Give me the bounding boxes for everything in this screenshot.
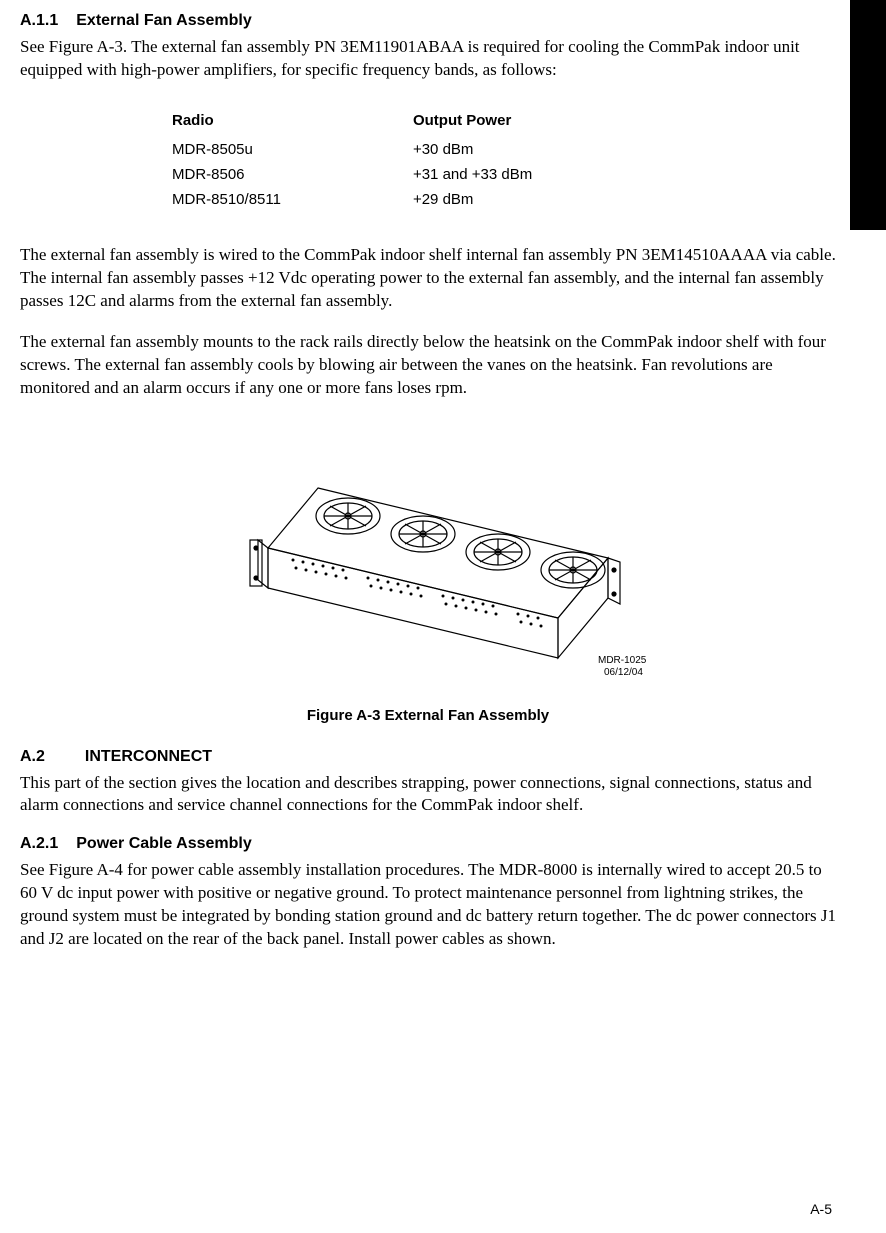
cell-radio: MDR-8505u — [172, 141, 411, 164]
para-after-table-1: The external fan assembly is wired to th… — [20, 244, 836, 313]
para-a21: See Figure A-4 for power cable assembly … — [20, 859, 836, 951]
table-row: MDR-8506 +31 and +33 dBm — [172, 166, 662, 189]
fan-assembly-diagram: MDR-1025 06/12/04 — [168, 418, 688, 698]
table-row: MDR-8510/8511 +29 dBm — [172, 191, 662, 214]
heading-a11-title: External Fan Assembly — [76, 12, 251, 29]
heading-a21-title: Power Cable Assembly — [76, 835, 251, 852]
side-tab-marker — [850, 0, 886, 230]
heading-a11: A.1.1 External Fan Assembly — [20, 12, 836, 30]
para-after-table-2: The external fan assembly mounts to the … — [20, 331, 836, 400]
figure-label-2: 06/12/04 — [604, 667, 643, 678]
heading-a2: A.2 INTERCONNECT — [20, 748, 836, 766]
cell-power: +31 and +33 dBm — [413, 166, 662, 189]
figure-a3-container: MDR-1025 06/12/04 Figure A-3 External Fa… — [20, 418, 836, 724]
heading-a2-title: INTERCONNECT — [85, 748, 212, 765]
col-header-power: Output Power — [413, 112, 662, 139]
heading-a2-number: A.2 — [20, 748, 45, 766]
cell-power: +29 dBm — [413, 191, 662, 214]
cell-power: +30 dBm — [413, 141, 662, 164]
cell-radio: MDR-8510/8511 — [172, 191, 411, 214]
heading-a21: A.2.1 Power Cable Assembly — [20, 835, 836, 853]
table-header-row: Radio Output Power — [172, 112, 662, 139]
page-number: A-5 — [810, 1201, 832, 1217]
figure-a3-caption: Figure A-3 External Fan Assembly — [20, 707, 836, 724]
heading-a21-number: A.2.1 — [20, 835, 58, 853]
radio-output-table: Radio Output Power MDR-8505u +30 dBm MDR… — [170, 110, 664, 216]
para-a11-1: See Figure A-3. The external fan assembl… — [20, 36, 836, 82]
para-a2: This part of the section gives the locat… — [20, 772, 836, 818]
heading-a11-number: A.1.1 — [20, 12, 58, 30]
col-header-radio: Radio — [172, 112, 411, 139]
cell-radio: MDR-8506 — [172, 166, 411, 189]
figure-label-1: MDR-1025 — [598, 655, 647, 666]
table-row: MDR-8505u +30 dBm — [172, 141, 662, 164]
